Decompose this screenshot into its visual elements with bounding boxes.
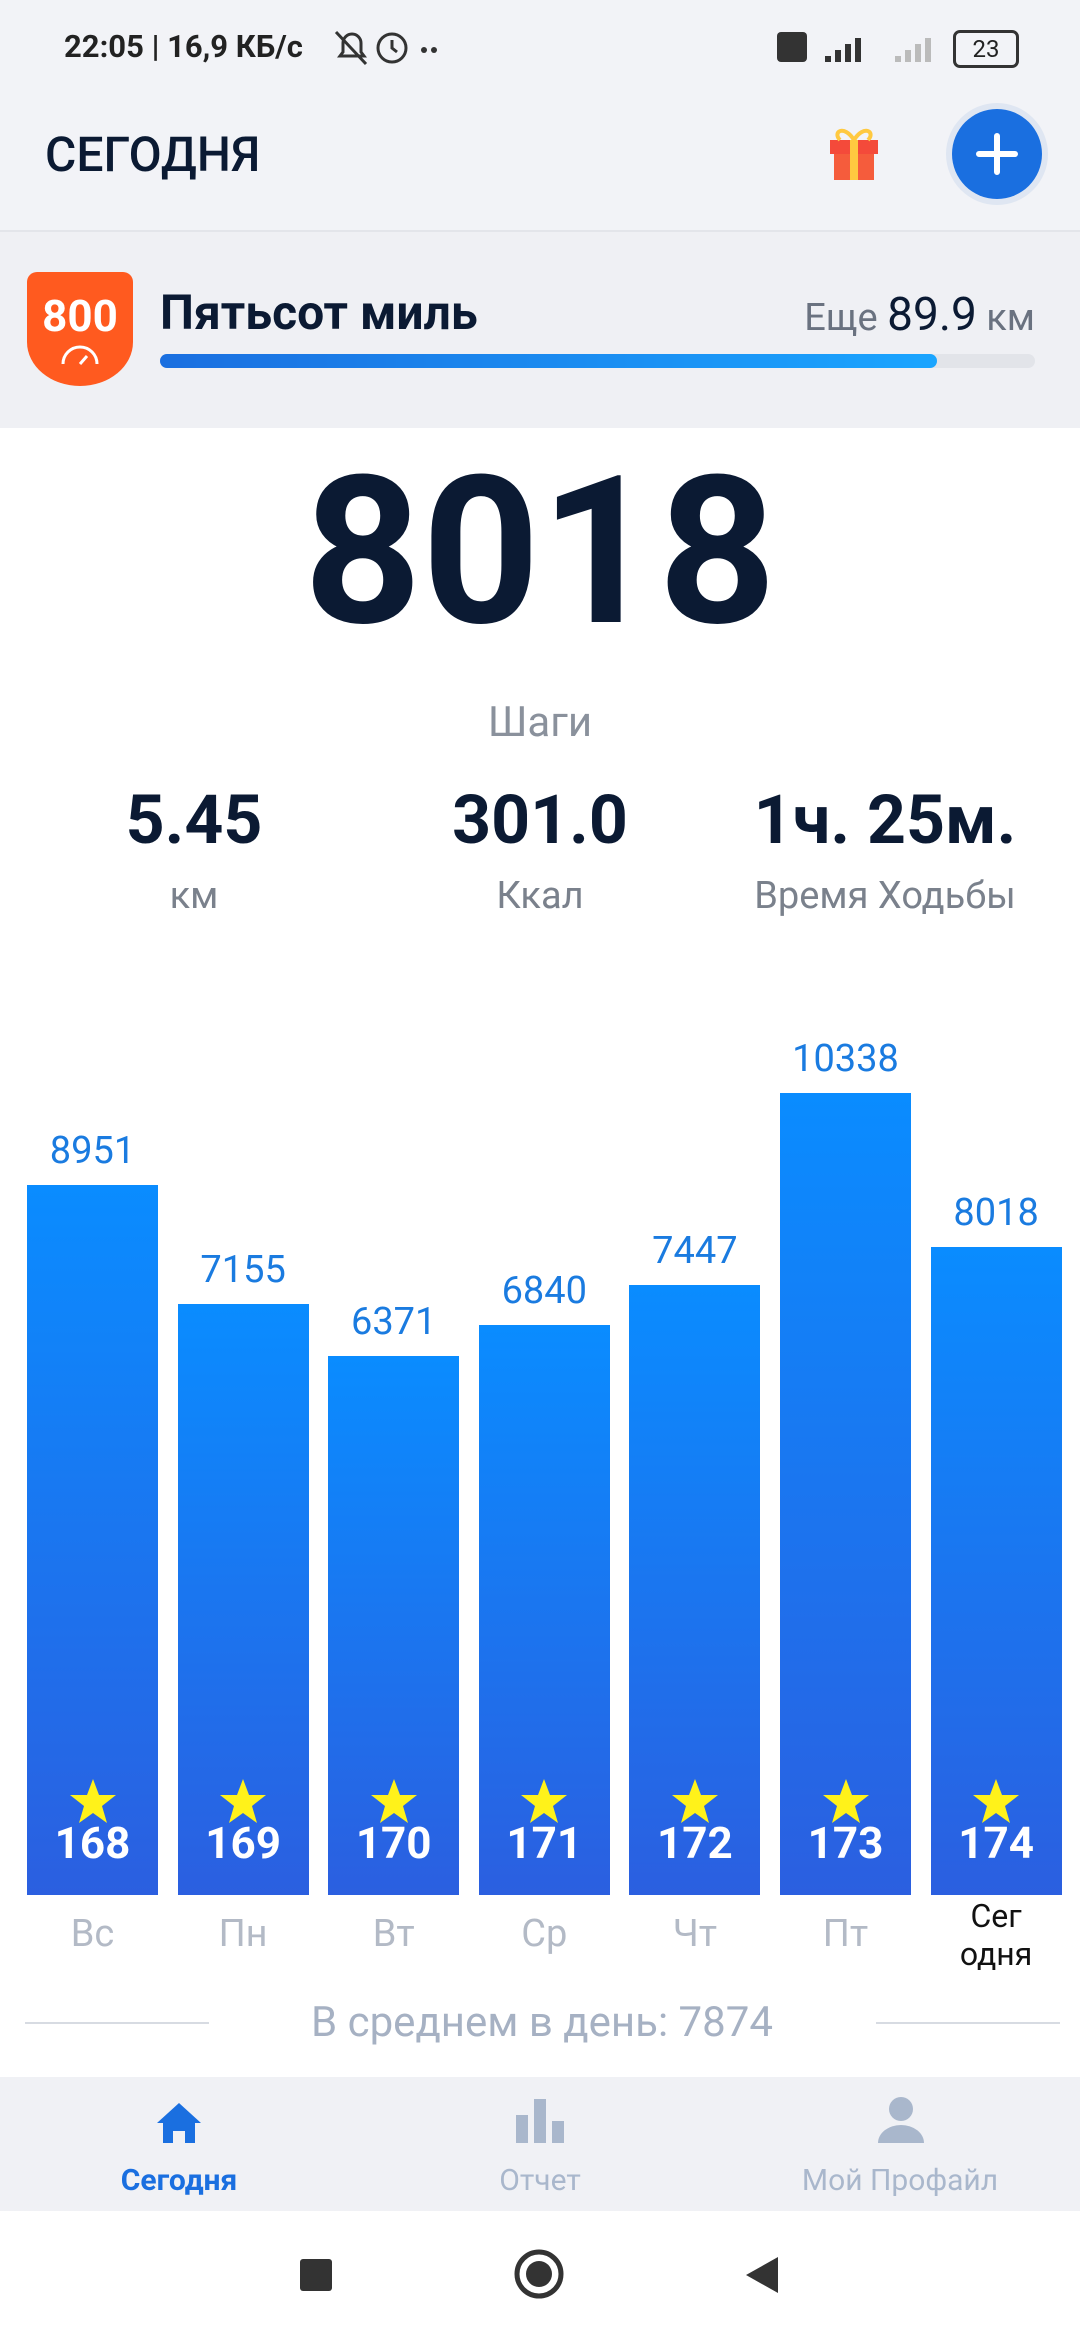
status-time: 22:05 | 16,9 КБ/с xyxy=(64,28,303,65)
average-value: 7874 xyxy=(678,1998,773,2047)
day-label: Вт xyxy=(372,1912,415,1956)
progress-track xyxy=(160,354,1035,368)
star-icon xyxy=(671,1779,718,1823)
day-label: Ср xyxy=(521,1912,568,1956)
home-icon[interactable] xyxy=(155,2101,203,2145)
badge-label: 173 xyxy=(807,1817,884,1869)
page-title: СЕГОДНЯ xyxy=(45,126,261,183)
bar-value-label: 10338 xyxy=(792,1037,899,1081)
system-buttons xyxy=(300,2249,778,2299)
achievement-badge-shape xyxy=(27,272,133,386)
report-icon[interactable] xyxy=(514,2097,566,2145)
stat-label: Ккал xyxy=(496,874,584,918)
nav-item[interactable]: Отчет xyxy=(499,2163,581,2198)
day-label: Сег одня xyxy=(959,1897,1033,1973)
bar-value-label: 6371 xyxy=(350,1299,437,1344)
day-label: Пт xyxy=(822,1912,869,1956)
remaining: Еще 89.9 км xyxy=(804,288,1035,342)
badge-label: 168 xyxy=(54,1817,131,1869)
nav-item[interactable]: Сегодня xyxy=(120,2163,238,2198)
star-icon xyxy=(521,1779,568,1823)
nav-item[interactable]: Мой Профайл xyxy=(801,2163,999,2198)
bottom-nav: Сегодня Отчет Мой Профайл xyxy=(0,2077,1080,2211)
stat-label: Время Ходьбы xyxy=(754,874,1016,918)
stat-label: км xyxy=(169,874,219,918)
achievement-card[interactable]: 800 Пятьсот миль Еще 89.9 км xyxy=(0,232,1080,428)
progress-fill xyxy=(160,354,937,368)
app-header: СЕГОДНЯ xyxy=(0,90,1080,232)
bar xyxy=(780,1093,911,1895)
battery: 23 xyxy=(953,30,1019,68)
system-nav xyxy=(0,2211,1080,2340)
bar xyxy=(27,1184,158,1895)
stat-value: 1ч. 25м. xyxy=(753,780,1017,860)
bar-value-label: 7155 xyxy=(200,1247,286,1292)
star-icon xyxy=(822,1779,869,1823)
day-label: Вс xyxy=(70,1912,115,1956)
gift-button[interactable] xyxy=(826,120,882,182)
stat-value: 301.0 xyxy=(452,780,628,860)
back-button[interactable] xyxy=(746,2257,778,2293)
add-button[interactable] xyxy=(945,102,1049,206)
bar-value-label: 6840 xyxy=(501,1268,588,1313)
remaining-value: 89.9 xyxy=(887,288,977,342)
bar-value-label: 8018 xyxy=(953,1190,1039,1235)
status-bar: 22:05 | 16,9 КБ/с 23 xyxy=(0,0,1080,90)
star-icon xyxy=(220,1779,267,1823)
badge-label: 169 xyxy=(205,1817,281,1869)
star-icon xyxy=(370,1779,417,1823)
divider xyxy=(876,2022,1060,2024)
star-icon xyxy=(973,1779,1020,1823)
average: В среднем в день: 7874 xyxy=(311,1998,773,2047)
signal-icons xyxy=(777,32,931,62)
badge-label: 170 xyxy=(355,1817,432,1869)
divider xyxy=(25,2022,209,2024)
day-label: Пн xyxy=(218,1912,268,1956)
badge-label: 172 xyxy=(657,1817,733,1869)
average-label: В среднем в день: xyxy=(311,1998,669,2047)
steps-chart: 8951 168 Вс 7155 169 Пн 6371 170 Вт 6840 171 Ср 7447… xyxy=(0,428,1080,2077)
status-icons xyxy=(334,30,437,66)
badge-label: 174 xyxy=(958,1817,1034,1869)
remaining-unit: км xyxy=(986,296,1035,340)
remaining-label: Еще xyxy=(804,296,878,340)
profile-icon[interactable] xyxy=(876,2095,926,2145)
stat-value: 5.45 xyxy=(125,780,263,860)
recent-button[interactable] xyxy=(300,2259,332,2291)
day-label: Чт xyxy=(672,1912,718,1956)
star-icon xyxy=(69,1779,116,1823)
achievement-badge: 800 xyxy=(42,290,118,342)
home-button[interactable] xyxy=(514,2249,564,2299)
badge-label: 171 xyxy=(506,1817,583,1869)
bar-value-label: 7447 xyxy=(652,1228,738,1273)
steps-value: 8018 xyxy=(303,432,777,673)
main-panel: 8018 Шаги 5.45 км 301.0 Ккал 1ч. 25м. Вр… xyxy=(0,428,1080,2077)
bar-value-label: 8951 xyxy=(49,1128,136,1173)
achievement-name: Пятьсот миль xyxy=(160,284,478,341)
steps-label: Шаги xyxy=(487,698,593,747)
